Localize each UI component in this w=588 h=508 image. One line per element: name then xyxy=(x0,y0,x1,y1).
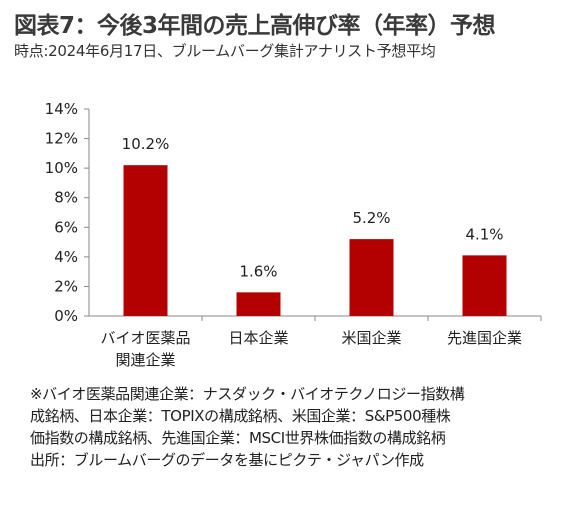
y-tick-label: 6% xyxy=(54,218,78,236)
x-tick-label: 関連企業 xyxy=(115,351,175,369)
data-label: 1.6% xyxy=(239,262,277,280)
bar-chart: 0% 2% 4% 6% 8% 10% 12% 14% 10.2% バイオ医薬品関連企業 1.6% 日本… xyxy=(45,100,542,369)
y-tick-label: 8% xyxy=(54,189,78,207)
bar xyxy=(236,292,281,316)
footnote-line: 価指数の構成銘柄、先進国企業：MSCI世界株価指数の構成銘柄 xyxy=(30,429,446,447)
y-tick-label: 12% xyxy=(45,130,78,148)
footnote-line: 出所：ブルームバーグのデータを基にピクテ・ジャパン作成 xyxy=(30,451,424,469)
y-tick-label: 14% xyxy=(45,100,78,118)
x-tick-label: バイオ医薬品 xyxy=(100,329,190,347)
x-tick-label: 先進国企業 xyxy=(447,329,522,347)
data-label: 10.2% xyxy=(122,135,170,153)
x-tick-label: 日本企業 xyxy=(228,329,288,347)
chart-subtitle: 時点:2024年6月17日、ブルームバーグ集計アナリスト予想平均 xyxy=(14,42,436,60)
footnote: ※バイオ医薬品関連企業：ナスダック・バイオテクノロジー指数構 成銘柄、日本企業：… xyxy=(30,383,570,471)
bar xyxy=(349,239,394,316)
data-label: 4.1% xyxy=(465,225,503,243)
data-label: 5.2% xyxy=(352,209,390,227)
y-tick-label: 2% xyxy=(54,277,78,295)
y-tick-label: 0% xyxy=(54,307,78,325)
footnote-line: 成銘柄、日本企業：TOPIXの構成銘柄、米国企業：S&P500種株 xyxy=(30,407,451,425)
x-tick-label: 米国企業 xyxy=(341,329,401,347)
footnote-line: ※バイオ医薬品関連企業：ナスダック・バイオテクノロジー指数構 xyxy=(30,385,465,403)
chart-title: 図表7：今後3年間の売上高伸び率（年率）予想 xyxy=(14,13,496,39)
y-tick-label: 10% xyxy=(45,159,78,177)
y-tick-label: 4% xyxy=(54,248,78,266)
bar xyxy=(123,165,168,316)
bar xyxy=(462,255,507,316)
